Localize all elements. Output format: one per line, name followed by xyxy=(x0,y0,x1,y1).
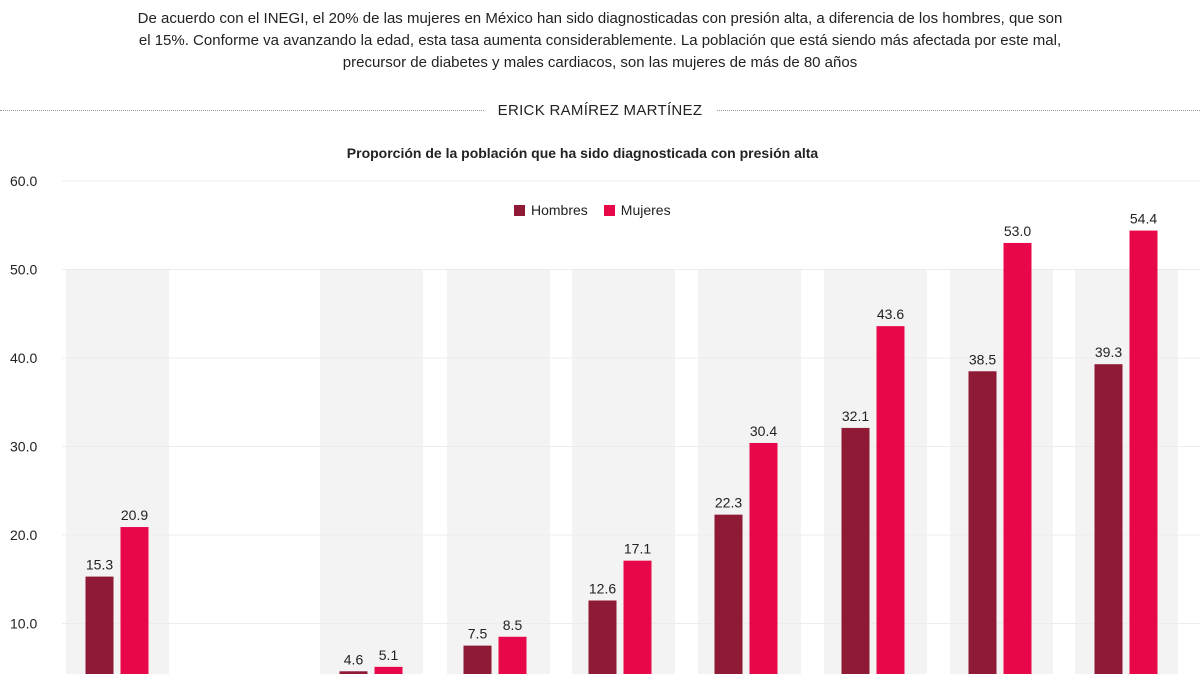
category-bands xyxy=(66,270,1178,674)
data-label-hombres: 15.3 xyxy=(86,557,113,573)
bars xyxy=(85,230,1158,674)
data-label-mujeres: 20.9 xyxy=(121,507,148,523)
bar-hombres xyxy=(714,514,743,674)
data-label-hombres: 38.5 xyxy=(969,351,996,367)
y-tick-label: 10.0 xyxy=(10,616,37,632)
data-label-hombres: 12.6 xyxy=(589,580,616,596)
bar-hombres xyxy=(588,600,617,674)
bar-mujeres xyxy=(1003,242,1032,674)
category-band xyxy=(66,270,169,674)
category-band xyxy=(1075,270,1178,674)
data-label-hombres: 39.3 xyxy=(1095,344,1122,360)
y-tick-label: 60.0 xyxy=(10,173,37,189)
category-band xyxy=(824,270,927,674)
legend-item-hombres: Hombres xyxy=(514,202,588,218)
y-tick-label: 50.0 xyxy=(10,262,37,278)
category-band xyxy=(447,270,550,674)
data-label-mujeres: 54.4 xyxy=(1130,211,1157,227)
y-tick-label: 40.0 xyxy=(10,350,37,366)
bar-hombres xyxy=(85,576,114,674)
bar-mujeres xyxy=(623,560,652,674)
data-label-hombres: 7.5 xyxy=(468,626,488,642)
bar-hombres xyxy=(968,371,997,674)
bar-mujeres xyxy=(1129,230,1158,674)
bar-mujeres xyxy=(749,442,778,674)
legend-label-mujeres: Mujeres xyxy=(620,202,671,218)
legend: Hombres Mujeres xyxy=(514,202,671,218)
data-label-hombres: 22.3 xyxy=(715,495,742,511)
category-band xyxy=(320,270,423,674)
category-band xyxy=(950,270,1053,674)
bar-mujeres xyxy=(876,326,905,674)
y-tick-label: 20.0 xyxy=(10,527,37,543)
bar-hombres xyxy=(1094,364,1123,674)
bar-mujeres xyxy=(120,527,149,674)
legend-item-mujeres: Mujeres xyxy=(603,202,671,218)
bar-hombres xyxy=(841,427,870,674)
y-axis: 10.0 20.0 30.0 40.0 50.0 60.0 xyxy=(10,173,37,632)
legend-label-hombres: Hombres xyxy=(531,202,588,218)
data-label-mujeres: 30.4 xyxy=(750,423,777,439)
bar-mujeres xyxy=(498,636,527,674)
byline-container: ERICK RAMÍREZ MARTÍNEZ xyxy=(0,100,1200,122)
data-label-hombres: 4.6 xyxy=(344,651,364,667)
chart-title: Proporción de la población que ha sido d… xyxy=(346,145,819,161)
data-label-mujeres: 53.0 xyxy=(1004,223,1031,239)
bar-mujeres xyxy=(374,666,403,674)
data-label-mujeres: 8.5 xyxy=(503,617,523,633)
bar-hombres xyxy=(463,645,492,674)
y-tick-label: 30.0 xyxy=(10,439,37,455)
data-label-mujeres: 17.1 xyxy=(624,541,651,557)
byline: ERICK RAMÍREZ MARTÍNEZ xyxy=(483,100,717,122)
legend-swatch-hombres xyxy=(514,204,525,216)
intro-paragraph: De acuerdo con el INEGI, el 20% de las m… xyxy=(137,10,1063,71)
data-label-mujeres: 43.6 xyxy=(877,306,904,322)
bar-hombres xyxy=(339,671,368,674)
legend-swatch-mujeres xyxy=(603,204,615,216)
data-label-hombres: 32.1 xyxy=(842,408,869,424)
data-label-mujeres: 5.1 xyxy=(379,647,399,663)
data-labels: 15.3 20.9 4.6 5.1 7.5 8.5 12.6 17.1 22.3 30.4 32.1… xyxy=(86,211,1157,668)
